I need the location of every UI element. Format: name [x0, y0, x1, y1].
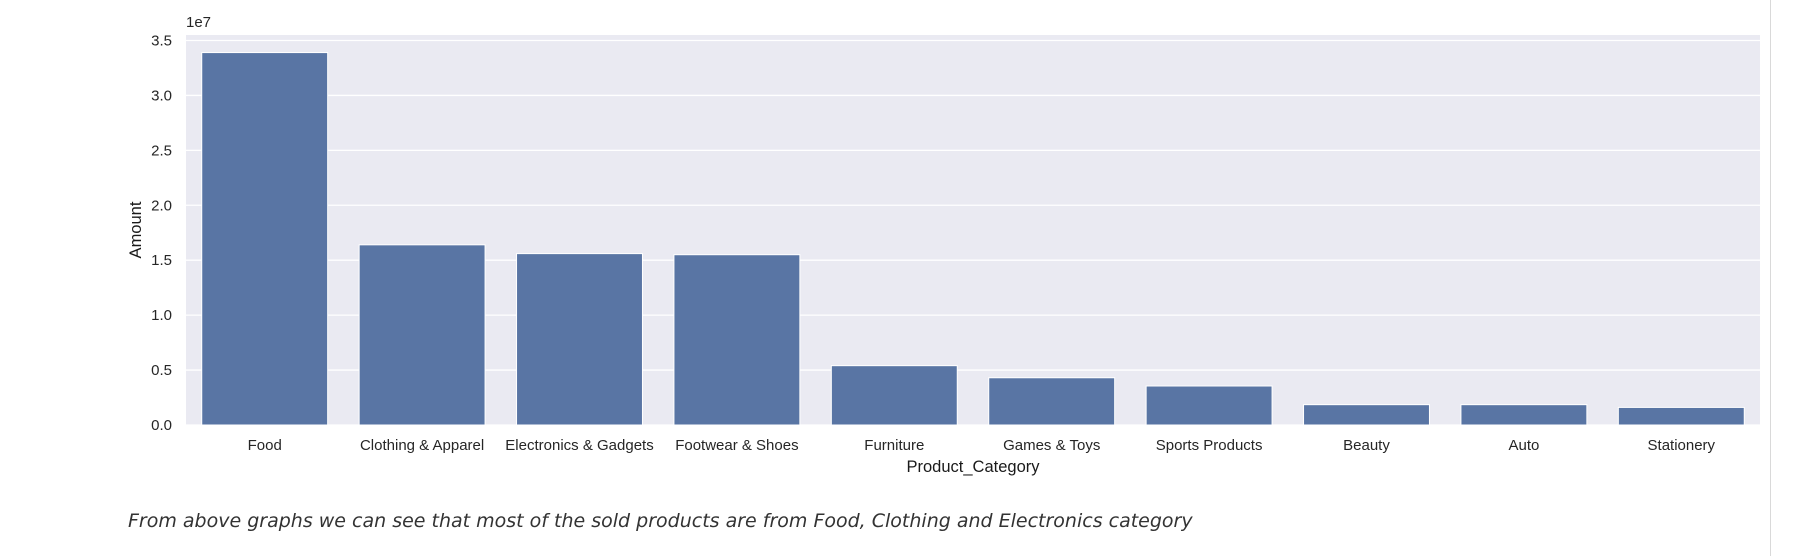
caption-text: From above graphs we can see that most o…: [128, 510, 1193, 532]
bar: [1617, 406, 1745, 426]
x-tick-label: Auto: [1508, 437, 1539, 454]
y-tick-label: 3.5: [151, 32, 172, 49]
bar: [830, 365, 958, 426]
bar-chart: 0.0 0.5 1.0 1.5 2.0 2.5 3.0 3.5 Food Clothing & …: [127, 14, 1760, 476]
y-tick-labels: 0.0 0.5 1.0 1.5 2.0 2.5 3.0 3.5: [151, 32, 172, 434]
y-tick-label: 1.5: [151, 252, 172, 269]
page-divider: [1770, 0, 1771, 556]
bar: [1145, 385, 1273, 426]
bars: [201, 52, 1745, 426]
x-axis-label: Product_Category: [907, 458, 1041, 476]
bar: [201, 52, 329, 426]
x-tick-label: Sports Products: [1156, 437, 1263, 454]
y-tick-label: 3.0: [151, 87, 172, 104]
y-tick-label: 0.0: [151, 417, 172, 434]
y-tick-label: 2.0: [151, 197, 172, 214]
bar: [673, 254, 801, 426]
y-scale-label: 1e7: [186, 14, 211, 31]
x-tick-label: Electronics & Gadgets: [505, 437, 653, 454]
x-tick-label: Stationery: [1648, 437, 1716, 454]
y-tick-label: 2.5: [151, 142, 172, 159]
x-tick-label: Footwear & Shoes: [675, 437, 798, 454]
bar: [516, 253, 643, 426]
x-tick-label: Food: [248, 437, 282, 454]
x-tick-label: Games & Toys: [1003, 437, 1100, 454]
bar: [1303, 404, 1430, 426]
y-tick-label: 0.5: [151, 362, 172, 379]
x-tick-label: Furniture: [864, 437, 924, 454]
y-axis-label: Amount: [127, 201, 145, 258]
bar: [358, 244, 486, 426]
x-tick-label: Beauty: [1343, 437, 1390, 454]
x-tick-labels: Food Clothing & Apparel Electronics & Gadg…: [248, 437, 1716, 454]
x-tick-label: Clothing & Apparel: [360, 437, 484, 454]
y-tick-label: 1.0: [151, 307, 172, 324]
bar: [988, 377, 1116, 426]
bar: [1460, 404, 1588, 426]
